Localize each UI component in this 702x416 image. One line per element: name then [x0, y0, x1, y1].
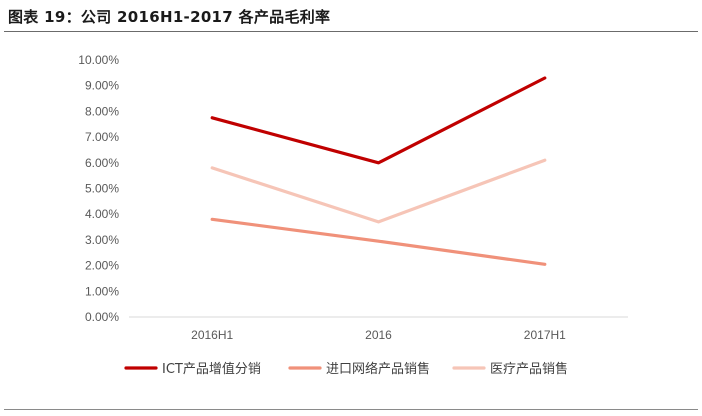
y-tick-label: 10.00% — [78, 53, 119, 67]
y-tick-label: 6.00% — [85, 156, 119, 170]
y-tick-label: 8.00% — [85, 104, 119, 118]
y-tick-label: 5.00% — [85, 182, 119, 196]
y-tick-label: 9.00% — [85, 79, 119, 93]
y-tick-label: 2.00% — [85, 259, 119, 273]
legend: ICT产品增值分销 进口网络产品销售 医疗产品销售 — [124, 361, 568, 377]
top-divider — [4, 31, 698, 32]
series-layer — [210, 76, 547, 266]
bottom-divider — [4, 409, 698, 410]
x-tick-label: 2016H1 — [191, 328, 233, 342]
legend-label: 进口网络产品销售 — [326, 361, 430, 377]
legend-label: ICT产品增值分销 — [162, 361, 261, 377]
series-line — [210, 217, 547, 266]
y-tick-label: 3.00% — [85, 233, 119, 247]
y-axis: 0.00% 1.00% 2.00% 3.00% 4.00% 5.00% 6.00% 7.00%… — [78, 53, 119, 324]
x-axis: 2016H1 2016 2017H1 — [191, 328, 566, 342]
series-line — [210, 76, 547, 165]
x-tick-label: 2016 — [365, 328, 392, 342]
figure-title: 图表 19：公司 2016H1-2017 各产品毛利率 — [8, 8, 331, 26]
legend-label: 医疗产品销售 — [490, 361, 568, 377]
series-line — [210, 158, 547, 224]
x-tick-label: 2017H1 — [524, 328, 566, 342]
y-tick-label: 7.00% — [85, 130, 119, 144]
y-tick-label: 4.00% — [85, 207, 119, 221]
y-tick-label: 1.00% — [85, 284, 119, 298]
y-tick-label: 0.00% — [85, 310, 119, 324]
